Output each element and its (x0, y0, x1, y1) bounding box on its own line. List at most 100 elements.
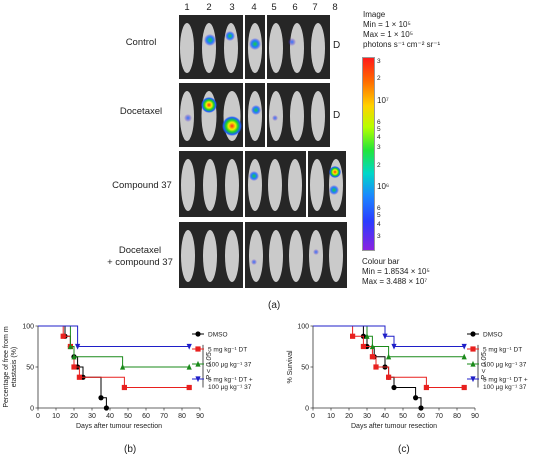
y-tick-label: 50 (301, 365, 309, 372)
x-tick-label: 10 (52, 413, 60, 420)
data-point (364, 333, 370, 339)
mouse-silhouettes (180, 23, 343, 282)
data-point (461, 343, 467, 350)
y-tick-label: 100 (22, 324, 34, 331)
data-point (418, 405, 424, 411)
x-tick-label: 40 (106, 413, 114, 420)
group-label-text: Docetaxel (119, 106, 163, 117)
panel-label-c: (c) (398, 444, 410, 455)
x-tick-label: 50 (399, 413, 407, 420)
colour-bar-tick: 3 (377, 233, 381, 240)
group-label-compound37: Compound 37 (104, 180, 180, 192)
y-tick-label: 100 (297, 324, 309, 331)
data-point (386, 374, 392, 380)
data-point (360, 343, 366, 350)
legend-label: 5 mg kg⁻¹ DT +100 µg kg⁻¹ 37 (483, 377, 528, 392)
x-tick-label: 0 (36, 413, 40, 420)
data-point (67, 343, 73, 350)
data-point (391, 343, 397, 350)
data-point (195, 331, 201, 337)
mouse-number: 4 (251, 2, 257, 13)
mouse-number: 7 (312, 2, 318, 13)
data-point (470, 376, 476, 383)
legend-label: DMSO (208, 332, 228, 339)
data-point (386, 353, 392, 360)
data-point (391, 384, 397, 391)
group-label-combination: Docetaxel + compound 37 (100, 245, 180, 269)
x-tick-label: 60 (142, 413, 150, 420)
data-point (382, 333, 388, 340)
legend-max: Max = 1 × 10⁵ (363, 30, 414, 39)
data-point (373, 364, 379, 370)
colour-bar-tick: 6 (377, 205, 381, 212)
mouse-number: 3 (229, 2, 235, 13)
data-point (186, 363, 192, 370)
colour-bar-tick: 3 (377, 58, 381, 65)
data-point (470, 360, 476, 367)
colour-bar-tick: 4 (377, 221, 381, 228)
x-tick-label: 40 (381, 413, 389, 420)
x-tick-label: 80 (453, 413, 461, 420)
group-label-control: Control (106, 37, 176, 49)
colour-bar-tick: 6 (377, 119, 381, 126)
legend-label: 5 mg kg⁻¹ DT (483, 347, 522, 354)
data-point (60, 333, 66, 339)
y-tick-label: 0 (30, 406, 34, 413)
data-point (461, 353, 467, 360)
group-label-text: Control (125, 37, 157, 48)
data-point (470, 346, 476, 352)
mouse-number: 1 (184, 2, 190, 13)
group-label-text-line2: + compound 37 (107, 257, 173, 268)
x-tick-label: 30 (363, 413, 371, 420)
colour-bar-tick: 10⁷ (377, 96, 389, 105)
data-point (71, 364, 77, 370)
colour-bar-tick: 2 (377, 75, 381, 82)
data-point (350, 333, 356, 339)
panel-label-a: (a) (268, 300, 281, 311)
panel-label-b: (b) (124, 444, 137, 455)
x-tick-label: 20 (345, 413, 353, 420)
colour-bar-tick: 5 (377, 126, 381, 133)
legend-label: DMSO (483, 332, 503, 339)
group-label-text: Compound 37 (112, 180, 172, 191)
colour-bar-max: Max = 3.488 × 10⁷ (362, 277, 428, 286)
colour-bar-tick: 4 (377, 134, 381, 141)
x-tick-label: 70 (160, 413, 168, 420)
x-tick-label: 70 (435, 413, 443, 420)
data-point (186, 343, 192, 350)
colour-bar-tick: 2 (377, 162, 381, 169)
data-point (71, 353, 77, 360)
y-tick-label: 50 (26, 365, 34, 372)
x-tick-label: 10 (327, 413, 335, 420)
data-point (195, 360, 201, 367)
colour-bar-tick: 3 (377, 144, 381, 151)
p-value-label: P < 0.05 (204, 351, 213, 380)
data-point (75, 343, 81, 350)
colour-bar-min: Min = 1.8534 × 10⁵ (362, 267, 430, 276)
chart-metastasis-free: 0 10 20 30 40 50 60 70 80 90 0 50 100 Days after tumo… (3, 324, 253, 431)
data-point (120, 363, 126, 370)
data-point (121, 384, 127, 391)
bioluminescence-signals (184, 31, 341, 265)
x-tick-label: 90 (471, 413, 479, 420)
x-tick-label: 60 (417, 413, 425, 420)
series-line (313, 325, 465, 358)
data-point (186, 384, 192, 391)
legend-label: 5 mg kg⁻¹ DT (208, 347, 247, 354)
data-point (369, 343, 375, 350)
dead-marker: D (333, 110, 341, 121)
data-point (461, 384, 467, 391)
x-tick-label: 0 (311, 413, 315, 420)
data-point (369, 354, 375, 360)
data-point (195, 376, 201, 383)
data-point (76, 374, 82, 380)
legend-title: Image (363, 10, 386, 19)
group-label-text: Docetaxel (118, 245, 162, 256)
x-axis-label: Days after tumour resection (351, 423, 437, 430)
legend-label: 100 µg kg⁻¹ 37 (483, 362, 527, 369)
mouse-imaging-overlay (180, 23, 343, 282)
mouse-number: 5 (271, 2, 277, 13)
x-tick-label: 20 (70, 413, 78, 420)
data-point (98, 395, 104, 401)
y-tick-label: 0 (305, 406, 309, 413)
